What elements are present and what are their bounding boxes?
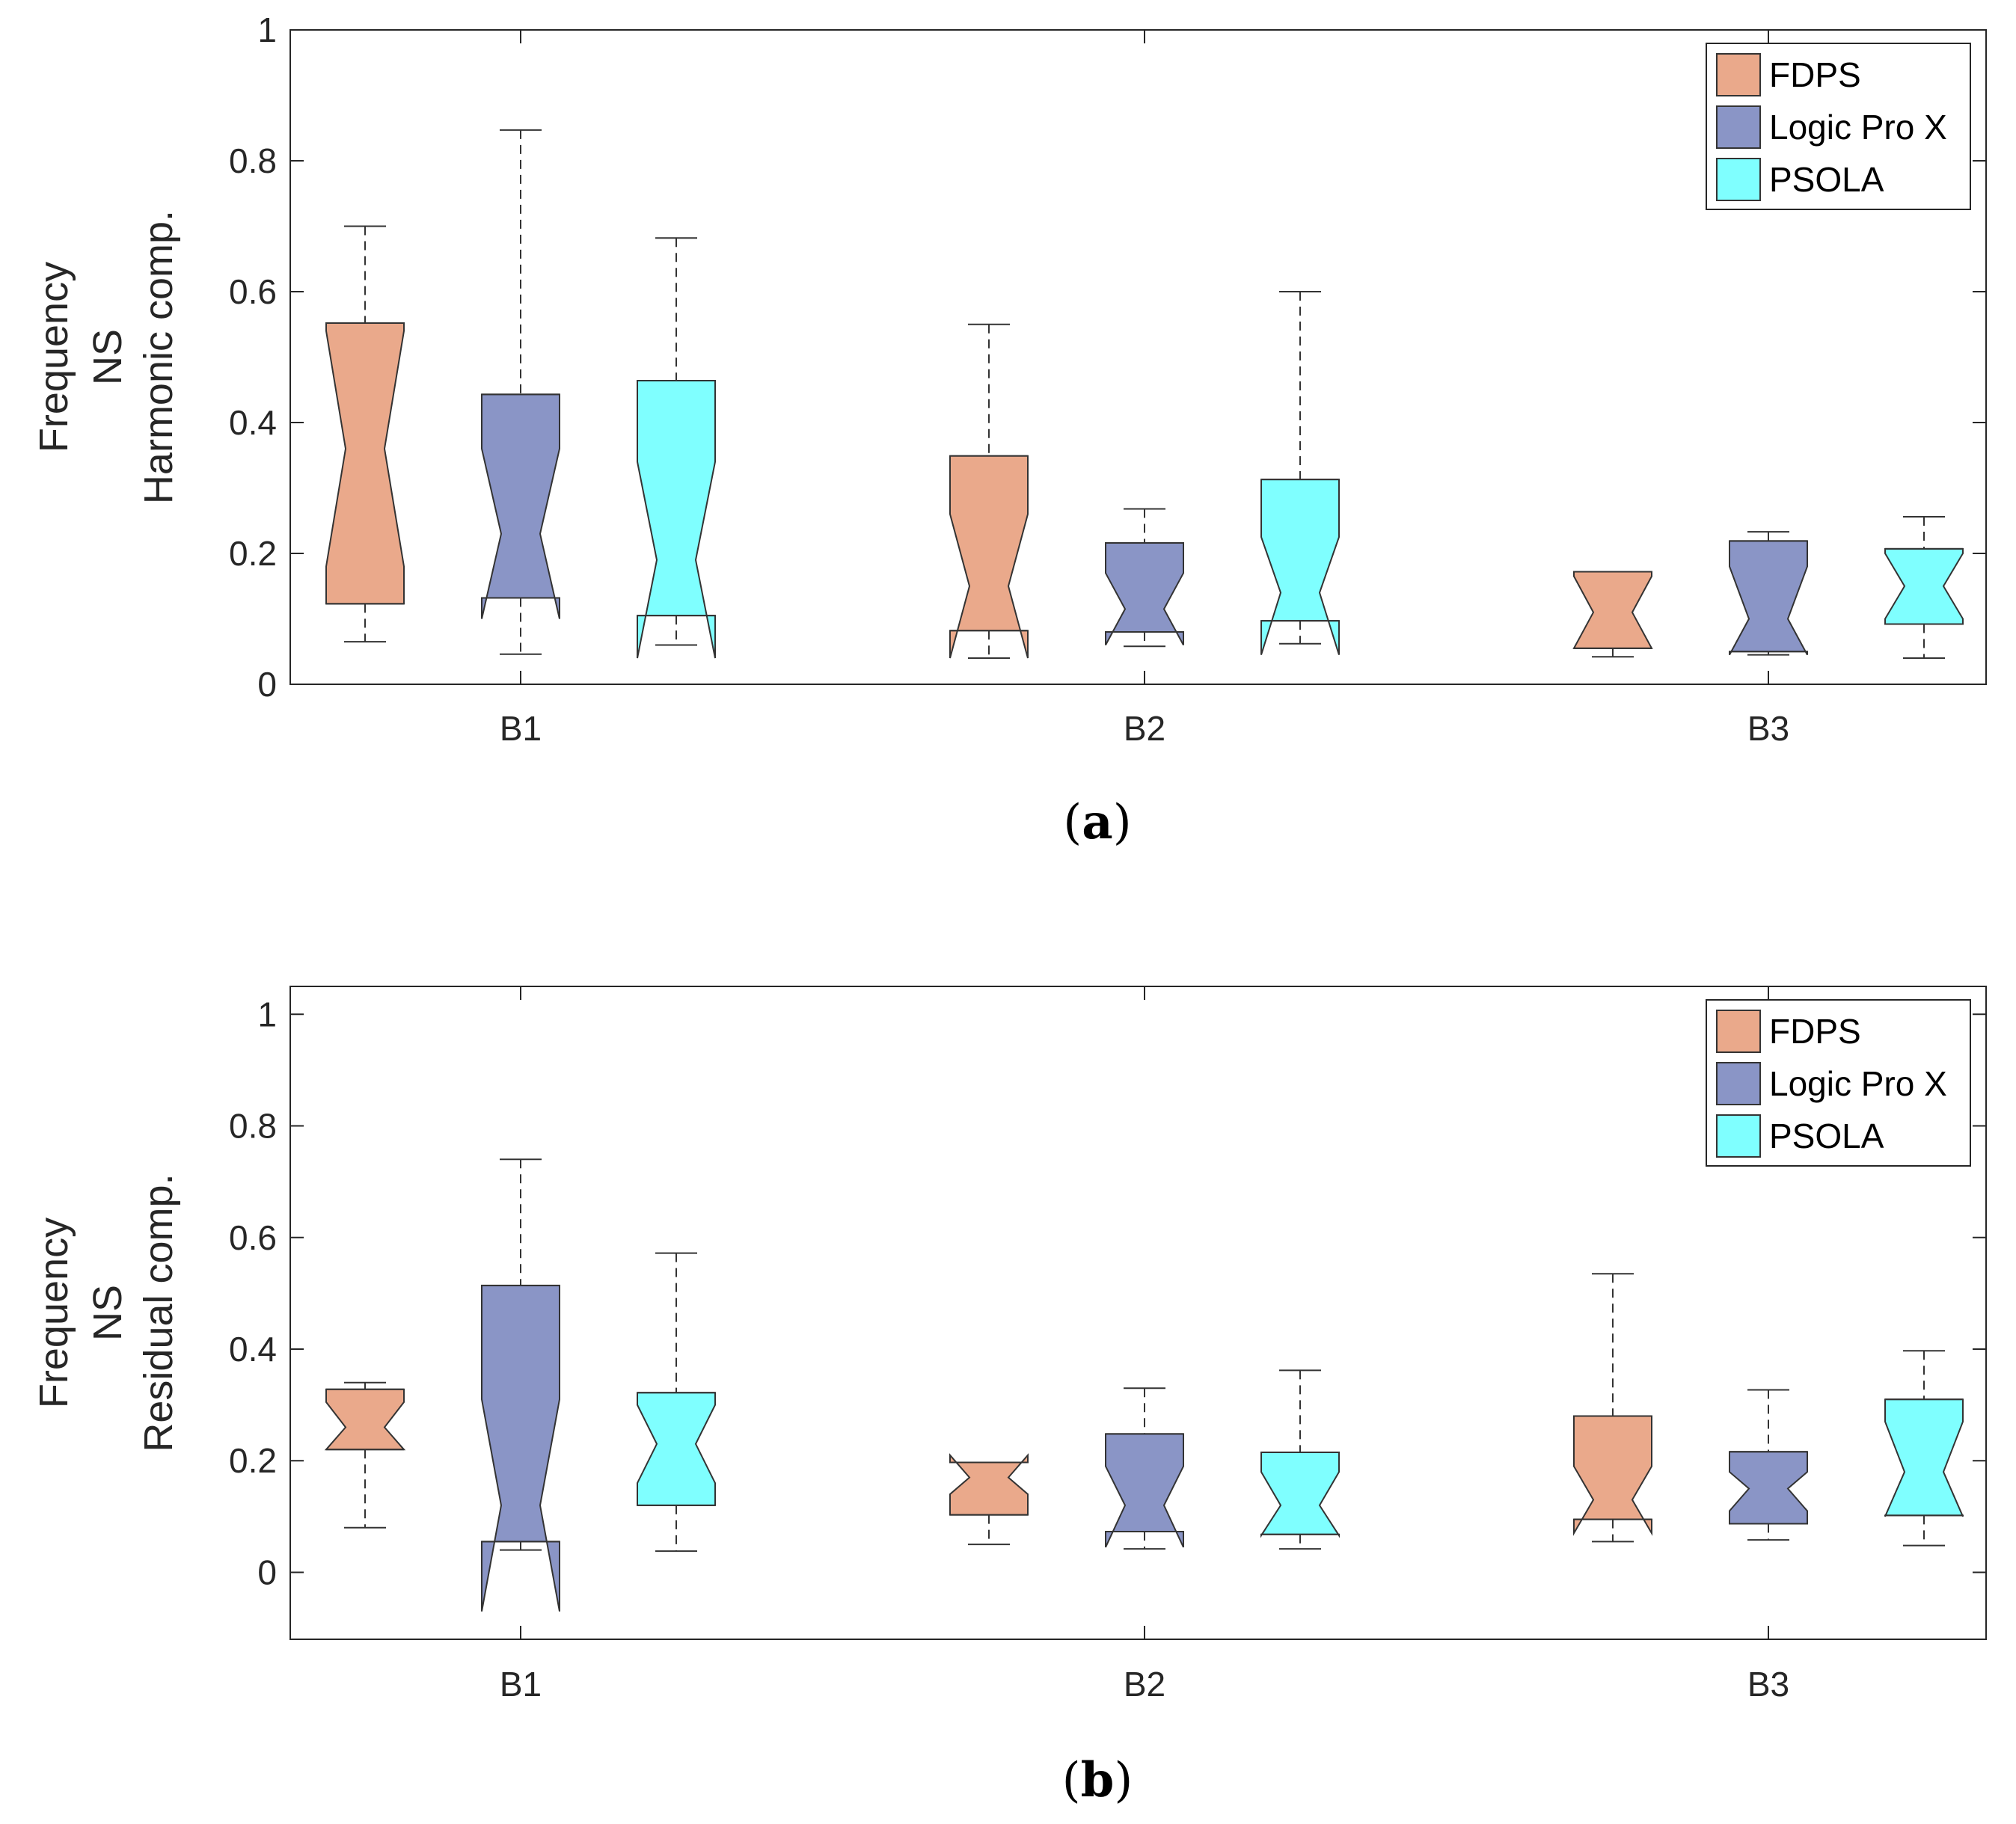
- notched-box: [481, 1284, 560, 1612]
- y-tick-label: 1: [257, 10, 277, 49]
- x-tick-label: B3: [1747, 709, 1789, 748]
- caption-b: (b): [1062, 1752, 1133, 1808]
- y-axis-label-line: NS: [85, 329, 130, 385]
- x-tick-label: B2: [1124, 709, 1165, 748]
- y-tick-label: 0.8: [229, 141, 277, 180]
- notched-box: [949, 1453, 1029, 1516]
- y-tick-label: 0.6: [229, 1218, 277, 1257]
- x-tick-label: B3: [1747, 1665, 1789, 1704]
- legend-label: PSOLA: [1769, 1117, 1884, 1155]
- caption-a-letter: a: [1082, 794, 1112, 850]
- y-tick-label: 0.4: [229, 403, 277, 442]
- legend-label: FDPS: [1769, 55, 1861, 94]
- panel-b-chart: 0 0.2 0.4 0.6 0.8 1 B1 B2 B3 Frequency NS Residual …: [31, 986, 1987, 1704]
- legend-swatch: [1716, 1062, 1761, 1105]
- y-tick-label: 0: [257, 665, 277, 704]
- notched-box: [481, 393, 560, 619]
- legend-swatch: [1716, 105, 1761, 149]
- notched-box: [325, 322, 405, 605]
- notched-box: [1260, 1452, 1340, 1538]
- y-tick-label: 0: [257, 1553, 277, 1591]
- notched-box: [1884, 1398, 1964, 1517]
- notched-box: [637, 1392, 716, 1506]
- notched-box: [1729, 1451, 1808, 1525]
- legend-swatch: [1716, 158, 1761, 201]
- notched-box: [949, 455, 1029, 659]
- x-tick-label: B2: [1124, 1665, 1165, 1704]
- panel-a-chart: 0 0.2 0.4 0.6 0.8 1 B1 B2 B3 Frequency NS Harmonic …: [31, 10, 1987, 748]
- y-tick-label: 0.4: [229, 1330, 277, 1369]
- y-tick-label: 0.8: [229, 1107, 277, 1146]
- y-axis-label-line: Residual comp.: [136, 1173, 181, 1452]
- y-tick-label: 1: [257, 995, 277, 1034]
- legend-label: FDPS: [1769, 1012, 1861, 1051]
- axes-frame: [289, 986, 1987, 1640]
- y-axis-label-line: NS: [85, 1285, 130, 1341]
- caption-b-letter: b: [1081, 1752, 1115, 1808]
- notched-box: [1105, 1433, 1184, 1548]
- y-tick-label: 0.6: [229, 272, 277, 311]
- y-axis-label-line: Frequency: [31, 262, 76, 452]
- notched-box: [1729, 540, 1808, 656]
- y-axis-label-line: Frequency: [31, 1217, 76, 1408]
- legend-swatch: [1716, 1010, 1761, 1053]
- legend-label: PSOLA: [1769, 160, 1884, 199]
- notched-box: [324, 1388, 406, 1451]
- legend-label: Logic Pro X: [1769, 1064, 1947, 1103]
- axes-frame: [289, 29, 1987, 685]
- legend-label: Logic Pro X: [1769, 108, 1947, 147]
- y-tick-label: 0.2: [229, 1441, 277, 1480]
- notched-box: [1105, 542, 1184, 645]
- caption-a: (a): [1063, 794, 1131, 850]
- notched-box: [1572, 571, 1653, 649]
- notched-box: [1884, 547, 1964, 625]
- legend-swatch: [1716, 53, 1761, 96]
- x-tick-label: B1: [500, 1665, 542, 1704]
- x-tick-label: B1: [500, 709, 542, 748]
- notched-box: [1573, 1415, 1652, 1536]
- legend-swatch: [1716, 1114, 1761, 1158]
- y-axis-label-line: Harmonic comp.: [136, 210, 181, 504]
- y-tick-label: 0.2: [229, 534, 277, 573]
